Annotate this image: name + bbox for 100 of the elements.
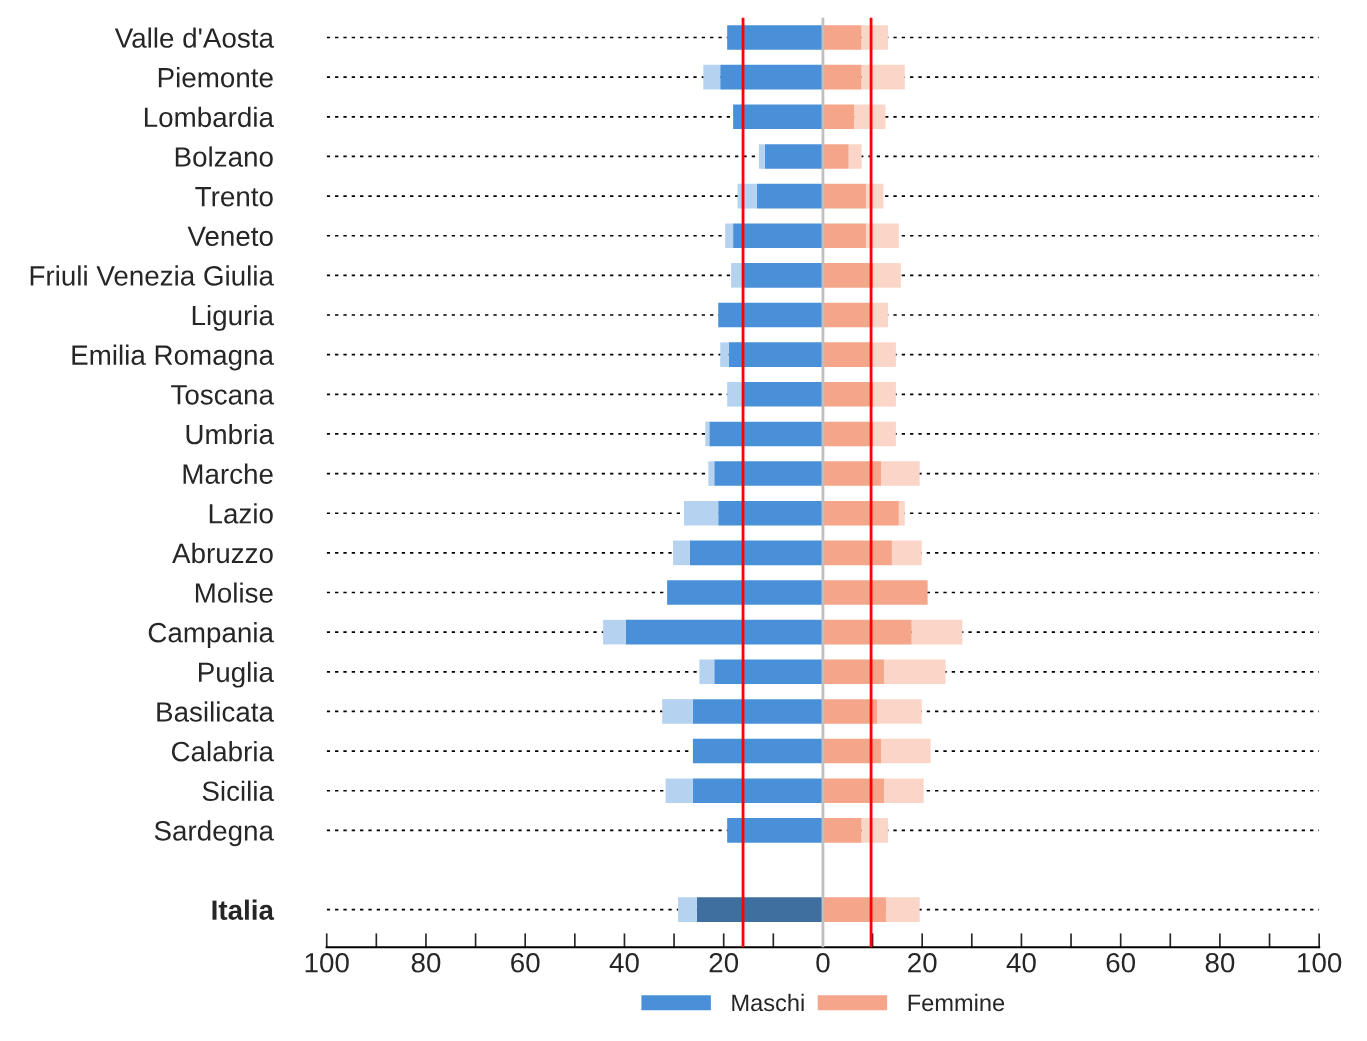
bar: [822, 104, 855, 130]
bar: [854, 104, 886, 130]
y-tick-label: Emilia Romagna: [72, 344, 274, 371]
y-tick-label: Marche: [183, 463, 273, 484]
bar: [703, 64, 721, 90]
bar: [822, 619, 912, 645]
bar: [720, 342, 729, 367]
bar: [822, 382, 874, 407]
y-tick-label: Liguria: [192, 304, 274, 331]
y-tick-label: Piemonte: [158, 67, 273, 88]
bar: [692, 738, 823, 764]
x-tick-label: 100: [1298, 952, 1342, 973]
bar: [742, 263, 823, 288]
y-tick-label: Lazio: [209, 503, 273, 524]
x-tick-label: 80: [1205, 952, 1235, 973]
bar: [718, 500, 823, 526]
bar: [709, 421, 823, 447]
legend-label: Femmine: [908, 993, 1005, 1012]
bar: [727, 818, 823, 843]
bar: [873, 263, 901, 288]
y-tick-label: Friuli Venezia Giulia: [30, 265, 274, 286]
bar: [725, 223, 734, 249]
bar: [714, 461, 823, 486]
bar: [708, 461, 715, 486]
bar: [731, 263, 743, 288]
bar: [689, 540, 823, 566]
bar: [911, 619, 963, 645]
bar: [822, 342, 872, 367]
bar: [822, 500, 899, 526]
bar: [758, 144, 765, 169]
y-tick-label: Umbria: [186, 423, 274, 445]
bar: [714, 659, 823, 685]
bar: [683, 500, 719, 526]
bar: [871, 302, 888, 328]
bar: [871, 342, 896, 367]
bar: [822, 738, 881, 764]
y-tick-label: Valle d'Aosta: [114, 27, 274, 48]
y-tick-label: Bolzano: [175, 146, 273, 167]
bar: [861, 818, 888, 843]
bar: [699, 659, 715, 685]
bar: [848, 144, 862, 169]
y-tick-label: Italia: [212, 899, 275, 920]
y-tick-label: Sicilia: [202, 780, 274, 802]
bar: [861, 25, 888, 50]
bar: [692, 699, 823, 724]
bar: [692, 778, 823, 804]
x-tick-label: 40: [1006, 952, 1036, 973]
y-tick-label: Puglia: [199, 661, 274, 688]
y-tick-label: Abruzzo: [172, 542, 273, 564]
y-tick-label: Veneto: [187, 226, 273, 247]
bar: [822, 580, 928, 605]
bar: [822, 818, 862, 843]
y-tick-label: Calabria: [171, 741, 274, 762]
bar: [861, 64, 905, 90]
bar: [822, 659, 884, 685]
x-tick-label: 60: [1106, 952, 1136, 973]
bar: [696, 897, 823, 922]
bar: [678, 897, 697, 922]
bar: [883, 659, 946, 685]
bar: [866, 223, 899, 249]
bar: [718, 302, 823, 328]
y-tick-label: Basilicata: [157, 701, 274, 722]
y-tick-label: Sardegna: [154, 820, 274, 847]
y-tick-label: Molise: [195, 582, 273, 603]
x-tick-label: 60: [511, 952, 540, 973]
bar: [822, 302, 872, 328]
x-tick-label: 20: [709, 952, 739, 973]
legend-label: Maschi: [732, 993, 804, 1012]
bar: [822, 223, 867, 249]
bar: [880, 461, 920, 486]
bar: [662, 699, 693, 724]
bar: [822, 263, 874, 288]
bar: [822, 778, 884, 804]
bar: [720, 64, 823, 90]
bar: [727, 25, 823, 50]
y-tick-label: Toscana: [171, 385, 274, 405]
bar: [665, 778, 693, 804]
bar: [733, 223, 823, 249]
bar: [756, 183, 823, 209]
bar: [625, 619, 823, 645]
bar: [603, 619, 626, 645]
bar: [873, 421, 896, 447]
bar: [822, 540, 892, 566]
bar: [822, 897, 886, 922]
bar: [673, 540, 690, 566]
bar: [898, 500, 905, 526]
bar: [822, 461, 881, 486]
bar: [705, 421, 710, 447]
bar: [743, 382, 823, 407]
y-tick-label: Trento: [195, 187, 273, 207]
x-tick-label: 0: [816, 952, 830, 973]
bar: [883, 778, 924, 804]
bar: [885, 897, 920, 922]
bar: [877, 699, 922, 724]
bar: [822, 183, 867, 209]
bar: [822, 64, 862, 90]
y-tick-label: Lombardia: [144, 106, 274, 128]
x-tick-label: 20: [908, 952, 937, 973]
bar: [822, 25, 862, 50]
bar: [880, 738, 931, 764]
